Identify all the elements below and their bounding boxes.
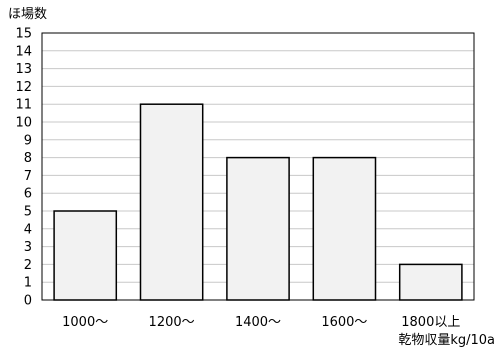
y-tick-label: 3: [24, 240, 32, 255]
x-category-labels: 1000〜 1200〜 1400〜 1600〜 1800以上: [62, 315, 460, 330]
y-tick-label: 0: [24, 294, 32, 309]
y-tick-label: 7: [24, 169, 32, 184]
y-tick-label: 11: [15, 98, 32, 113]
y-axis-title: ほ場数: [8, 7, 47, 22]
x-category-label: 1600〜: [321, 315, 367, 330]
y-tick-label: 13: [15, 62, 32, 77]
y-tick-label: 5: [24, 205, 32, 220]
y-tick-label: 2: [24, 258, 32, 273]
plot-frame: [41, 32, 475, 301]
x-category-label: 1800以上: [401, 315, 460, 330]
y-tick-label: 14: [15, 44, 32, 59]
x-category-label: 1200〜: [149, 315, 195, 330]
y-tick-label: 1: [24, 276, 32, 291]
bar: [53, 210, 118, 301]
y-tick-label: 15: [15, 27, 32, 42]
y-tick-label: 6: [24, 187, 32, 202]
bar: [226, 156, 290, 301]
y-tick-label: 12: [15, 80, 32, 95]
y-tick-label: 10: [15, 116, 32, 131]
bar: [139, 103, 204, 301]
bar: [312, 156, 377, 301]
y-tick-label: 4: [24, 222, 32, 237]
x-category-label: 1400〜: [235, 315, 281, 330]
y-tick-label: 8: [24, 151, 32, 166]
y-tick-label: 9: [24, 133, 32, 148]
bars: [53, 103, 463, 301]
bar: [398, 263, 463, 301]
x-category-label: 1000〜: [62, 315, 108, 330]
x-axis-title: 乾物収量kg/10a: [398, 333, 495, 348]
